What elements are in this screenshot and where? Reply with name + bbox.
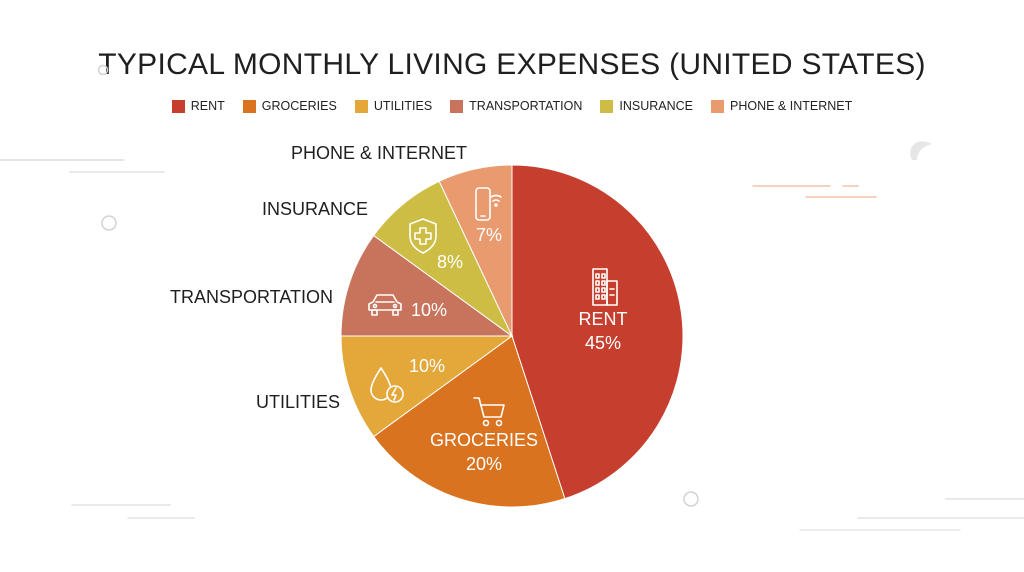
legend-swatch-utilities (354, 99, 368, 113)
legend-item-insurance: INSURANCE (600, 99, 693, 113)
decor-circle (101, 215, 117, 231)
phone-wifi-icon (475, 187, 502, 221)
car-icon (368, 294, 402, 316)
legend-label-groceries: GROCERIES (261, 99, 337, 113)
decor-circle (683, 491, 699, 507)
slice-label-groceries: GROCERIES (430, 430, 538, 450)
building-icon (592, 268, 618, 306)
legend-swatch-groceries (242, 99, 256, 113)
legend-item-rent: RENT (171, 99, 225, 113)
slice-value-rent: 45% (585, 333, 621, 353)
slice-value-groceries: 20% (466, 454, 502, 474)
legend-label-utilities: UTILITIES (373, 99, 433, 113)
slice-label-rent: RENT (579, 309, 628, 329)
background-decoration (0, 64, 1024, 531)
shield-plus-icon (409, 218, 437, 254)
pie-slice-phone-internet (438, 164, 513, 337)
legend-swatch-rent (171, 99, 185, 113)
outside-label-insurance: INSURANCE (262, 199, 368, 219)
shopping-cart-icon (473, 397, 505, 427)
decor-leaf-icon (910, 141, 932, 160)
slice-value-utilities: 10% (409, 356, 445, 376)
decor-circle (97, 64, 109, 76)
pie-slice-transportation (340, 234, 514, 337)
legend-item-groceries: GROCERIES (242, 99, 337, 113)
pie-slices (340, 164, 684, 508)
legend-label-rent: RENT (190, 99, 225, 113)
slice-value-transportation: 10% (411, 300, 447, 320)
outside-label-transportation: TRANSPORTATION (170, 287, 333, 307)
outside-label-phone-internet: PHONE & INTERNET (291, 143, 467, 163)
legend-item-phone-internet: PHONE & INTERNET (710, 99, 853, 113)
pie-slice-groceries (372, 335, 566, 508)
outside-label-utilities: UTILITIES (256, 392, 340, 412)
pie-slice-rent (511, 164, 684, 500)
slice-value-phone-internet: 7% (476, 225, 502, 245)
legend-label-phone-internet: PHONE & INTERNET (729, 99, 853, 113)
slice-labels: RENT 45% GROCERIES 20% 10% 10% 8% 7% (368, 187, 628, 474)
pie-slice-utilities (340, 335, 514, 438)
legend-label-transportation: TRANSPORTATION (469, 99, 583, 113)
outside-labels: UTILITIES TRANSPORTATION INSURANCE PHONE & … (170, 143, 467, 412)
legend-swatch-transportation (450, 99, 464, 113)
legend-item-transportation: TRANSPORTATION (450, 99, 582, 113)
legend: RENT GROCERIES UTILITIES TRANSPORTATION … (0, 99, 1024, 113)
water-energy-icon (370, 367, 404, 403)
chart-title: TYPICAL MONTHLY LIVING EXPENSES (UNITED … (98, 48, 926, 81)
legend-swatch-insurance (600, 99, 614, 113)
legend-label-insurance: INSURANCE (619, 99, 693, 113)
slice-value-insurance: 8% (437, 252, 463, 272)
legend-swatch-phone-internet (710, 99, 724, 113)
legend-item-utilities: UTILITIES (354, 99, 433, 113)
